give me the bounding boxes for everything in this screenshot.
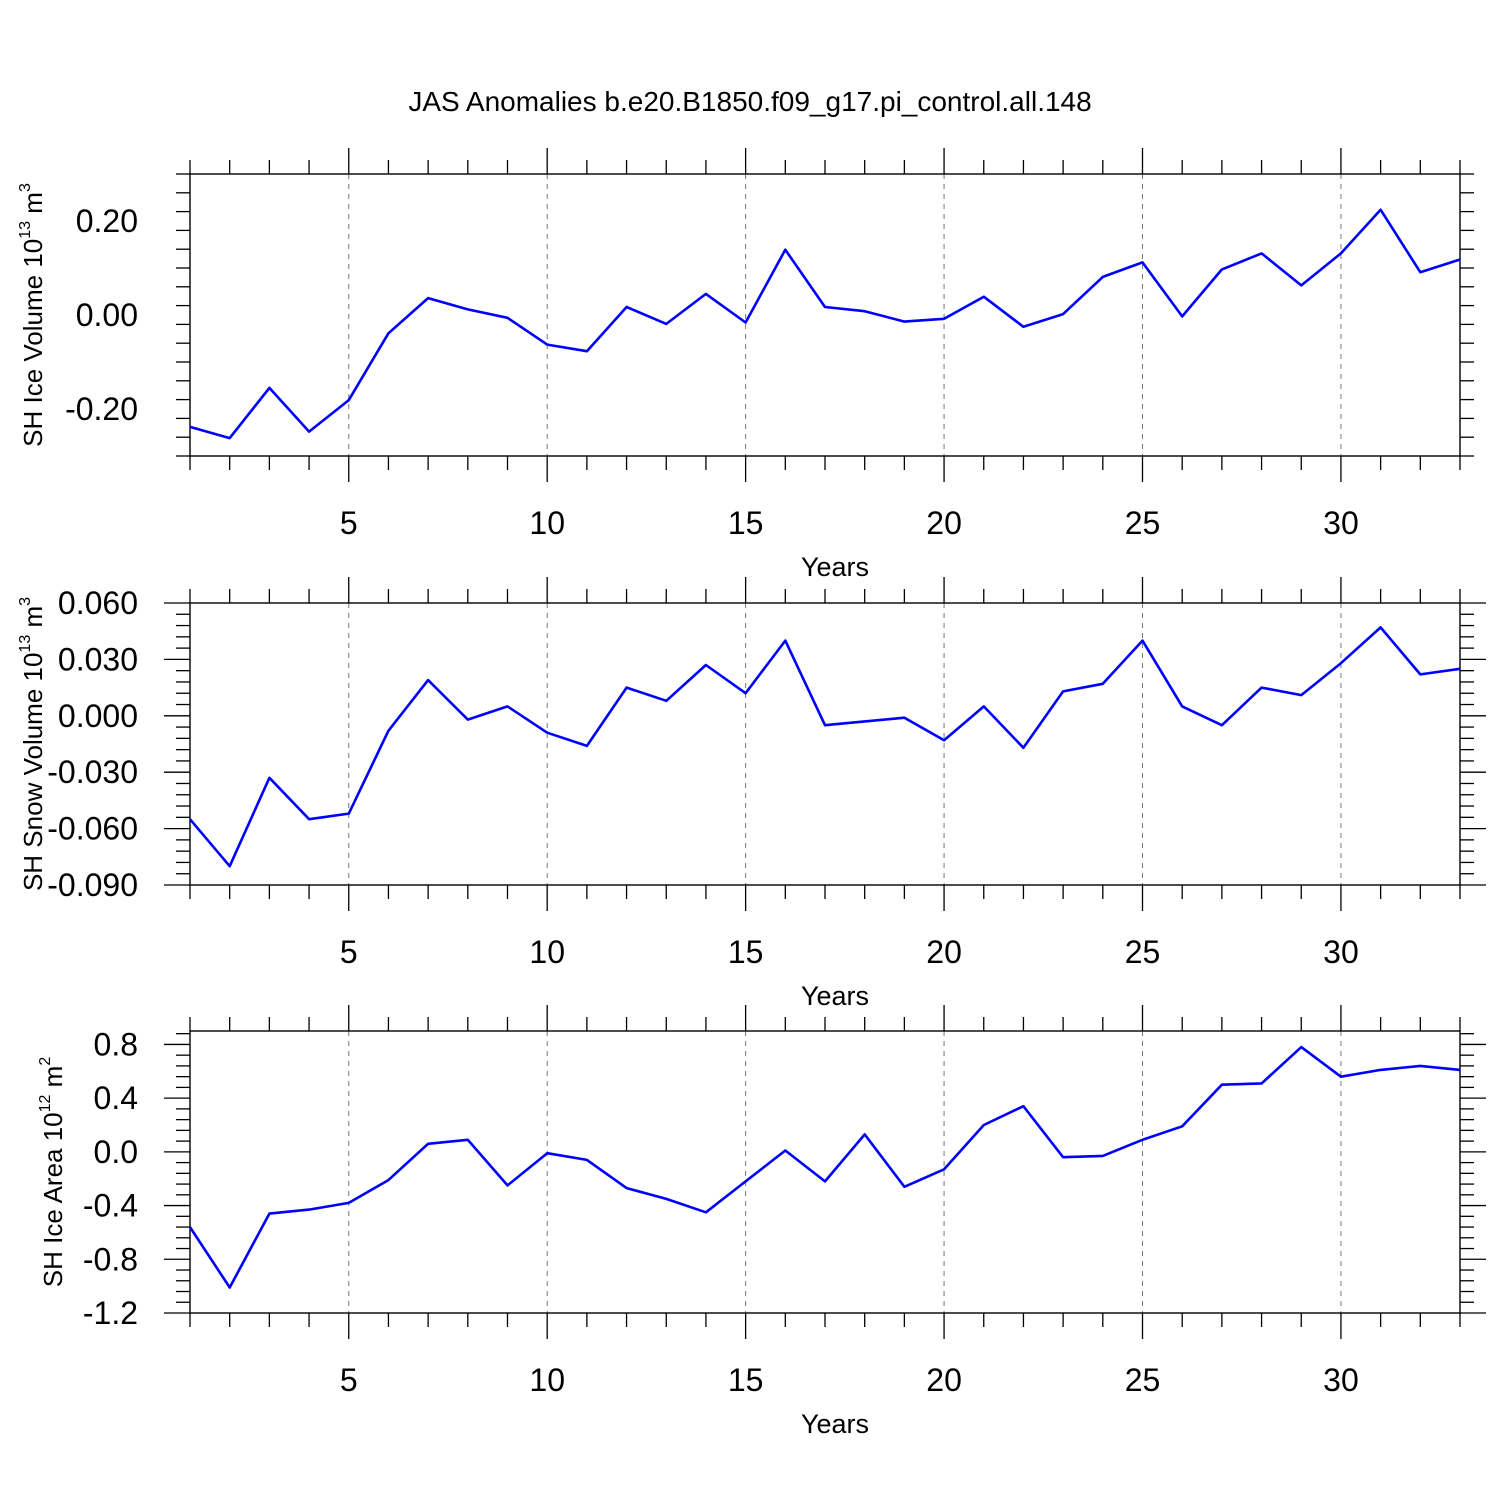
y-tick-label: -0.030: [47, 754, 138, 790]
y-tick-label: -0.8: [83, 1241, 138, 1277]
x-tick-label: 15: [728, 1362, 764, 1398]
series-line: [189, 208, 1461, 440]
y-tick-label: 0.8: [94, 1026, 138, 1062]
x-tick-label: 25: [1125, 1362, 1161, 1398]
panel-2: 5 10 15 20 25 30 -0.090 -0.060 -0.030 0.000 0.030 0…: [17, 577, 1486, 1011]
x-tick-label: 15: [728, 934, 764, 970]
x-axis-label: Years: [801, 552, 869, 582]
x-tick-label: 15: [728, 505, 764, 541]
y-tick-label: 0.0: [94, 1134, 138, 1170]
x-tick-label: 20: [926, 1362, 962, 1398]
panel-3: 5 10 15 20 25 30 -1.2 -0.8 -0.4 0.0 0.4 0.8 Years SH …: [37, 1005, 1486, 1439]
x-tick-label: 30: [1323, 1362, 1359, 1398]
x-tick-label: 30: [1323, 505, 1359, 541]
x-tick-label: 10: [529, 1362, 565, 1398]
x-tick-label: 5: [340, 505, 358, 541]
y-tick-label: -0.20: [65, 391, 138, 427]
y-tick-label: -0.4: [83, 1188, 138, 1224]
x-tick-label: 30: [1323, 934, 1359, 970]
plot-frame: [189, 602, 1461, 886]
x-tick-label: 10: [529, 934, 565, 970]
series-line: [189, 626, 1461, 868]
x-tick-label: 20: [926, 934, 962, 970]
plot-frame: [189, 173, 1461, 457]
y-tick-label: 0.20: [76, 203, 138, 239]
x-tick-label: 10: [529, 505, 565, 541]
x-axis-label: Years: [801, 1409, 869, 1439]
x-tick-label: 5: [340, 934, 358, 970]
x-tick-label: 5: [340, 1362, 358, 1398]
y-tick-label: 0.4: [94, 1080, 138, 1116]
x-tick-label: 20: [926, 505, 962, 541]
x-tick-label: 25: [1125, 505, 1161, 541]
y-tick-label: -1.2: [83, 1295, 138, 1331]
panel-1: 5 10 15 20 25 30 -0.20 0.00 0.20 Years SH Ice Volu…: [17, 148, 1474, 582]
y-tick-label: 0.060: [58, 585, 138, 621]
x-tick-label: 25: [1125, 934, 1161, 970]
panels: 5 10 15 20 25 30 -0.20 0.00 0.20 Years SH Ice Volu…: [17, 148, 1486, 1439]
y-axis-label: SH Ice Area 1012 m2: [37, 1057, 68, 1288]
y-axis-label: SH Snow Volume 1013 m3: [17, 597, 48, 891]
series-line: [188, 1045, 1461, 1289]
x-axis-label: Years: [801, 981, 869, 1011]
figure-title: JAS Anomalies b.e20.B1850.f09_g17.pi_con…: [408, 86, 1091, 117]
y-tick-label: -0.090: [47, 867, 138, 903]
y-axis-label: SH Ice Volume 1013 m3: [17, 183, 48, 447]
y-tick-label: -0.060: [47, 811, 138, 847]
plot-frame: [189, 1030, 1461, 1314]
y-tick-label: 0.00: [76, 297, 138, 333]
y-tick-label: 0.000: [58, 698, 138, 734]
y-tick-label: 0.030: [58, 641, 138, 677]
